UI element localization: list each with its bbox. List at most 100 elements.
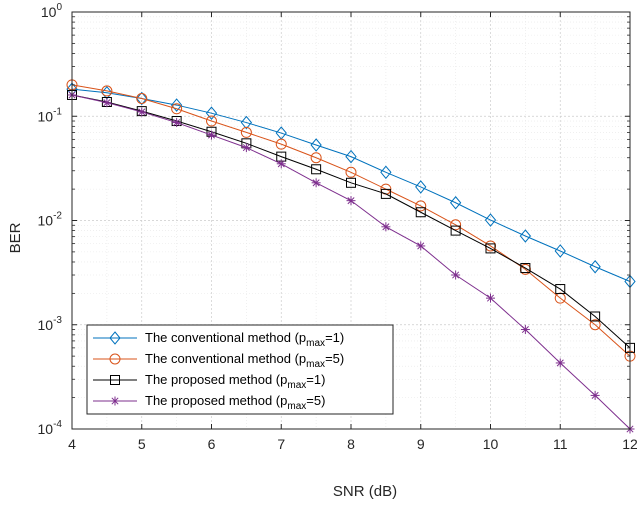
asterisk-stroke: [277, 160, 285, 168]
legend-marker: [109, 331, 121, 345]
data-point: [520, 263, 531, 274]
y-tick-label: 10-2: [38, 211, 63, 229]
data-point: [449, 195, 462, 210]
data-point: [381, 222, 391, 232]
series-line: [71, 88, 631, 282]
data-point: [206, 115, 217, 127]
legend: The conventional method (pmax=1) The conv…: [86, 324, 394, 415]
data-point: [450, 225, 461, 236]
asterisk-stroke: [521, 325, 529, 334]
data-point: [415, 200, 427, 212]
data-point: [136, 91, 148, 106]
legend-label: The conventional method (pmax=5): [145, 351, 344, 370]
data-point: [415, 207, 426, 218]
x-tick-label: 4: [68, 436, 76, 452]
data-point: [241, 143, 251, 153]
data-point: [380, 188, 391, 199]
data-point: [589, 319, 601, 331]
data-point: [311, 164, 322, 175]
data-point: [172, 118, 182, 128]
data-point: [101, 85, 113, 97]
legend-marker: [110, 375, 120, 385]
data-point: [311, 178, 321, 188]
data-point: [275, 138, 287, 150]
legend-marker: [110, 396, 120, 406]
data-point: [590, 311, 601, 322]
data-point: [590, 390, 600, 400]
legend-item: The proposed method (pmax=5): [93, 393, 325, 412]
data-point: [485, 243, 496, 254]
y-tick-label: 10-1: [38, 106, 63, 124]
legend-item: The proposed method (pmax=1): [93, 372, 325, 391]
data-point: [484, 213, 497, 227]
legend-label: The conventional method (pmax=1): [145, 330, 344, 349]
data-point: [136, 93, 148, 105]
legend-item: The conventional method (pmax=5): [93, 351, 344, 370]
data-point: [486, 293, 495, 303]
legend-label: The proposed method (pmax=5): [145, 393, 325, 412]
data-point: [450, 219, 462, 231]
asterisk-stroke: [312, 179, 320, 187]
legend-label: The proposed method (pmax=1): [145, 372, 325, 391]
asterisk-stroke: [486, 294, 495, 302]
axes-layer: 4 5 6 7 8 9 10 11 12 100 10-1 10-2 10-3 10-4: [38, 2, 637, 452]
x-tick-label: 6: [208, 436, 216, 452]
x-tick-label: 11: [553, 436, 568, 452]
legend-item: The conventional method (pmax=1): [93, 330, 344, 349]
asterisk-stroke: [382, 223, 390, 231]
data-point: [416, 241, 426, 251]
x-tick-label: 10: [483, 436, 499, 452]
series-line: [71, 84, 631, 357]
data-point: [345, 166, 357, 178]
asterisk-stroke: [417, 242, 425, 250]
data-point: [310, 152, 322, 164]
data-point: [415, 180, 427, 194]
data-point: [240, 126, 252, 138]
data-point: [205, 106, 218, 120]
series-3: [67, 89, 635, 353]
asterisk-stroke: [173, 119, 181, 127]
legend-box: [86, 324, 394, 415]
data-point: [102, 98, 112, 108]
y-tick-label: 100: [41, 2, 63, 20]
x-tick-label: 12: [622, 436, 637, 452]
data-point: [345, 149, 357, 164]
series-1: [66, 82, 636, 289]
asterisk-stroke: [207, 131, 216, 139]
data-point: [520, 325, 530, 335]
y-tick-label: 10-4: [38, 419, 63, 437]
data-point: [555, 284, 566, 295]
asterisk-stroke: [111, 397, 119, 405]
data-point: [451, 270, 461, 280]
asterisk-stroke: [591, 391, 599, 399]
data-point: [519, 229, 532, 243]
legend-marker: [109, 353, 121, 365]
x-tick-label: 8: [347, 436, 355, 452]
x-tick-label: 9: [417, 436, 425, 452]
asterisk-stroke: [556, 359, 564, 367]
data-point: [207, 130, 216, 140]
asterisk-stroke: [452, 271, 460, 279]
asterisk-stroke: [103, 99, 111, 107]
data-point: [554, 244, 566, 258]
x-axis-label: SNR (dB): [333, 483, 397, 500]
data-point: [137, 107, 147, 117]
data-point: [380, 165, 392, 180]
data-point: [310, 138, 322, 152]
y-tick-label: 10-3: [38, 315, 63, 333]
data-point: [346, 196, 356, 206]
data-point: [240, 115, 253, 130]
data-point: [555, 358, 565, 368]
series-line: [71, 94, 631, 349]
x-tick-label: 5: [138, 436, 146, 452]
data-point: [346, 177, 356, 188]
x-tick-label: 7: [277, 436, 285, 452]
y-axis-label: BER: [7, 222, 24, 253]
asterisk-stroke: [347, 197, 355, 205]
data-point: [276, 159, 286, 169]
asterisk-stroke: [242, 144, 250, 152]
asterisk-stroke: [138, 108, 146, 116]
data-point: [170, 98, 183, 112]
data-point: [589, 259, 601, 274]
